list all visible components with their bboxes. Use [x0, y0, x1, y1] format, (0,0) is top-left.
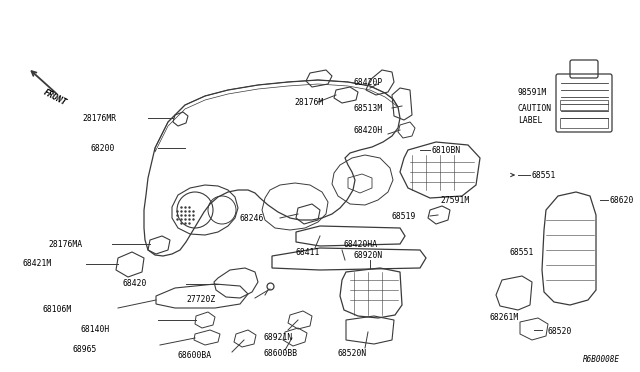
Text: 68600BA: 68600BA	[178, 352, 212, 360]
Text: 28176MR: 28176MR	[82, 113, 116, 122]
Text: 68200: 68200	[90, 144, 115, 153]
Text: 98591M: 98591M	[518, 87, 547, 96]
FancyBboxPatch shape	[560, 118, 608, 128]
Text: 6810BN: 6810BN	[432, 145, 461, 154]
Text: 68420HA: 68420HA	[344, 240, 378, 248]
Text: 28176M: 28176M	[294, 97, 323, 106]
Text: 68520: 68520	[548, 327, 572, 337]
Text: 27720Z: 27720Z	[186, 295, 215, 305]
Text: LABEL: LABEL	[518, 115, 542, 125]
Text: 68519: 68519	[392, 212, 417, 221]
Text: 28176MA: 28176MA	[48, 240, 82, 248]
Text: 68261M: 68261M	[490, 314, 519, 323]
Text: 27591M: 27591M	[440, 196, 469, 205]
Text: CAUTION: CAUTION	[518, 103, 552, 112]
Text: 68513M: 68513M	[354, 103, 383, 112]
Text: 68965: 68965	[72, 346, 97, 355]
Text: 68551: 68551	[510, 247, 534, 257]
Text: 68620: 68620	[610, 196, 634, 205]
Text: 68140H: 68140H	[80, 326, 109, 334]
Text: 68920N: 68920N	[354, 251, 383, 260]
Text: 68600BB: 68600BB	[264, 350, 298, 359]
Text: 68551: 68551	[532, 170, 556, 180]
Text: FRONT: FRONT	[42, 88, 68, 108]
Text: 68411: 68411	[296, 247, 321, 257]
Text: 68421M: 68421M	[22, 260, 51, 269]
Text: 68921N: 68921N	[264, 334, 293, 343]
Text: 68106M: 68106M	[42, 305, 71, 314]
Text: 68520N: 68520N	[338, 350, 367, 359]
Text: 68420H: 68420H	[354, 125, 383, 135]
Text: 68246: 68246	[240, 214, 264, 222]
Text: R6B0008E: R6B0008E	[583, 356, 620, 365]
Text: 68420: 68420	[122, 279, 147, 289]
FancyBboxPatch shape	[560, 100, 608, 110]
Text: 68420P: 68420P	[354, 77, 383, 87]
